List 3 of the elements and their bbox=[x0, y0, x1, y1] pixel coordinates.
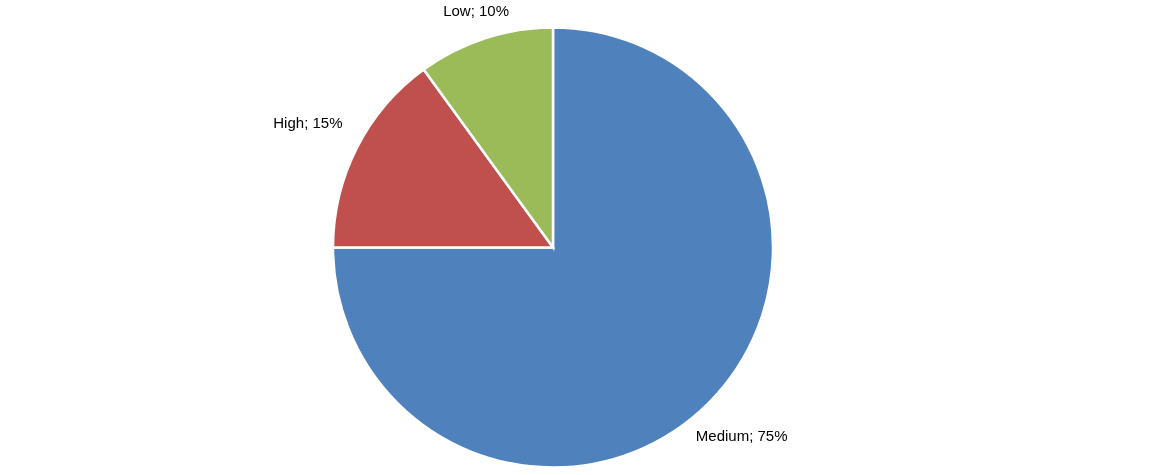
slice-label: Low; 10% bbox=[443, 1, 510, 19]
slice-label: Medium; 75% bbox=[695, 427, 788, 445]
slice-label: High; 15% bbox=[273, 113, 343, 131]
